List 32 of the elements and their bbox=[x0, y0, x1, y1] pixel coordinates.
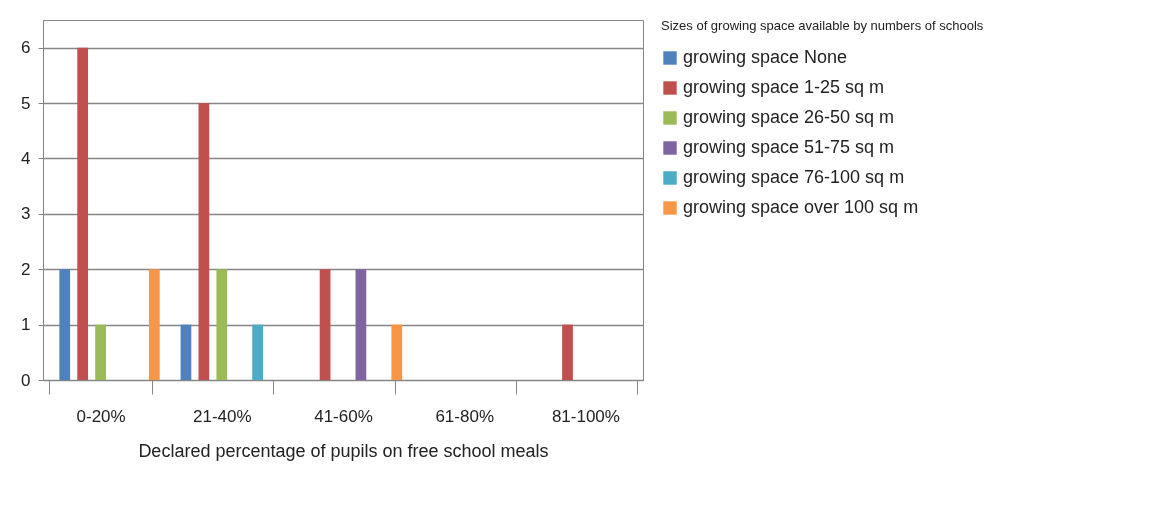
bar bbox=[216, 269, 228, 380]
bar bbox=[95, 324, 106, 380]
y-tick-label: 6 bbox=[21, 38, 31, 58]
x-tick-label: 41-60% bbox=[314, 406, 373, 426]
legend-label: growing space 1-25 sq m bbox=[683, 77, 885, 97]
x-axis-title: Declared percentage of pupils on free school meals bbox=[138, 440, 549, 461]
x-tick-label: 81-100% bbox=[551, 406, 620, 426]
bar bbox=[319, 269, 331, 380]
bar bbox=[198, 103, 210, 380]
bar bbox=[355, 269, 367, 380]
bar bbox=[59, 269, 71, 380]
legend-label: growing space 26-50 sq m bbox=[683, 107, 895, 127]
bar bbox=[252, 324, 263, 380]
bar bbox=[391, 324, 403, 380]
legend-label: growing space None bbox=[683, 47, 848, 67]
legend-label: growing space 51-75 sq m bbox=[683, 137, 895, 157]
legend-title: Sizes of growing space available by numbers of schools bbox=[661, 18, 984, 33]
y-tick-label: 0 bbox=[21, 370, 31, 390]
x-tick-label: 61-80% bbox=[435, 406, 495, 426]
y-tick-label: 1 bbox=[21, 315, 31, 335]
y-tick-label: 3 bbox=[21, 204, 31, 224]
legend-label: growing space 76-100 sq m bbox=[683, 167, 905, 187]
y-tick-label: 2 bbox=[21, 259, 31, 279]
y-tick-label: 4 bbox=[21, 148, 31, 168]
bar bbox=[180, 324, 192, 380]
x-tick-label: 21-40% bbox=[192, 406, 252, 426]
bar bbox=[77, 47, 89, 380]
y-tick-label: 5 bbox=[21, 93, 31, 113]
legend-label: growing space over 100 sq m bbox=[683, 197, 919, 217]
bar bbox=[562, 324, 573, 380]
x-tick-label: 0-20% bbox=[76, 406, 126, 426]
bar bbox=[148, 269, 160, 380]
